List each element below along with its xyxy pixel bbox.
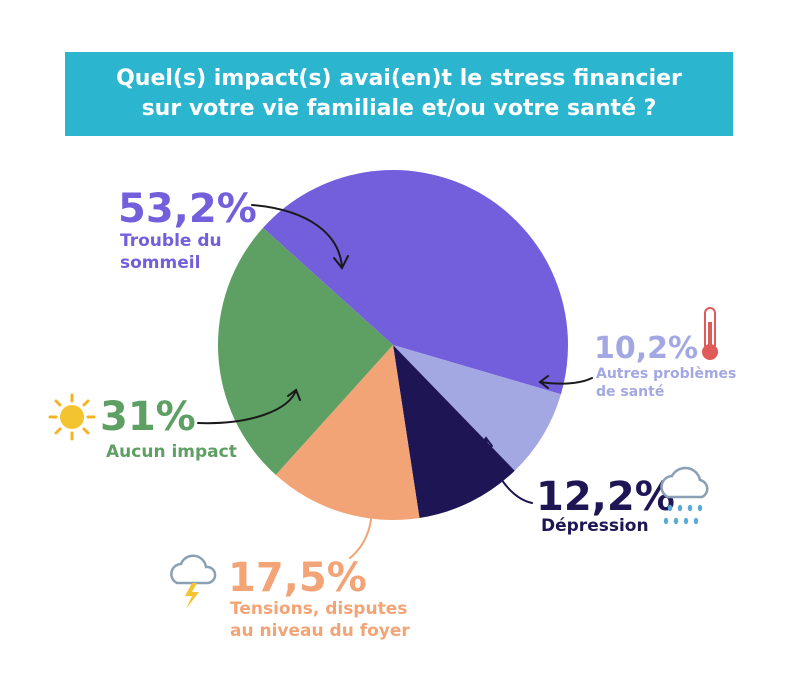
title-line-2: sur votre vie familiale et/ou votre sant… [141, 96, 657, 121]
rain-cloud-icon [660, 466, 709, 525]
slice-aucun-impact [218, 227, 393, 475]
arrow-autres-head [538, 375, 549, 389]
connector-arrows [197, 204, 593, 559]
arrow-autres [539, 377, 593, 385]
value-label-autres: 10,2% [594, 331, 698, 366]
sun-icon [48, 393, 96, 441]
title-line-1: Quel(s) impact(s) avai(en)t le stress fi… [116, 66, 682, 91]
value-label-sommeil: 53,2% [118, 186, 257, 232]
arrow-sommeil [251, 204, 343, 269]
pie-slices [218, 169, 568, 520]
label-sommeil-line1: Trouble du [120, 231, 222, 251]
arrow-aucun-impact-head [287, 388, 301, 401]
slice-sommeil [262, 169, 568, 395]
arrow-sommeil-head [333, 255, 349, 270]
label-depression: Dépression [541, 516, 649, 536]
label-autres-line2: de santé [596, 384, 664, 400]
moon-icon [56, 196, 101, 240]
arrow-tensions-head [363, 486, 376, 498]
label-sommeil-line2: sommeil [120, 253, 200, 273]
title-banner: Quel(s) impact(s) avai(en)t le stress fi… [65, 52, 733, 136]
arrow-depression [485, 437, 533, 504]
slice-autres [393, 345, 561, 471]
label-autres-line1: Autres problèmes [596, 366, 736, 382]
value-label-tensions: 17,5% [228, 555, 367, 601]
label-tensions-line1: Tensions, disputes [230, 599, 407, 619]
value-label-aucun-impact: 31% [100, 394, 196, 440]
arrow-aucun-impact [197, 389, 297, 425]
value-label-depression: 12,2% [536, 474, 675, 520]
slice-tensions [275, 345, 420, 520]
storm-cloud-icon [170, 554, 217, 609]
label-tensions-line2: au niveau du foyer [230, 621, 410, 641]
arrow-tensions [349, 487, 374, 559]
arrow-depression-head [479, 436, 493, 447]
label-aucun-impact: Aucun impact [106, 442, 237, 462]
thermometer-icon [702, 307, 718, 360]
slice-depression [393, 345, 515, 518]
